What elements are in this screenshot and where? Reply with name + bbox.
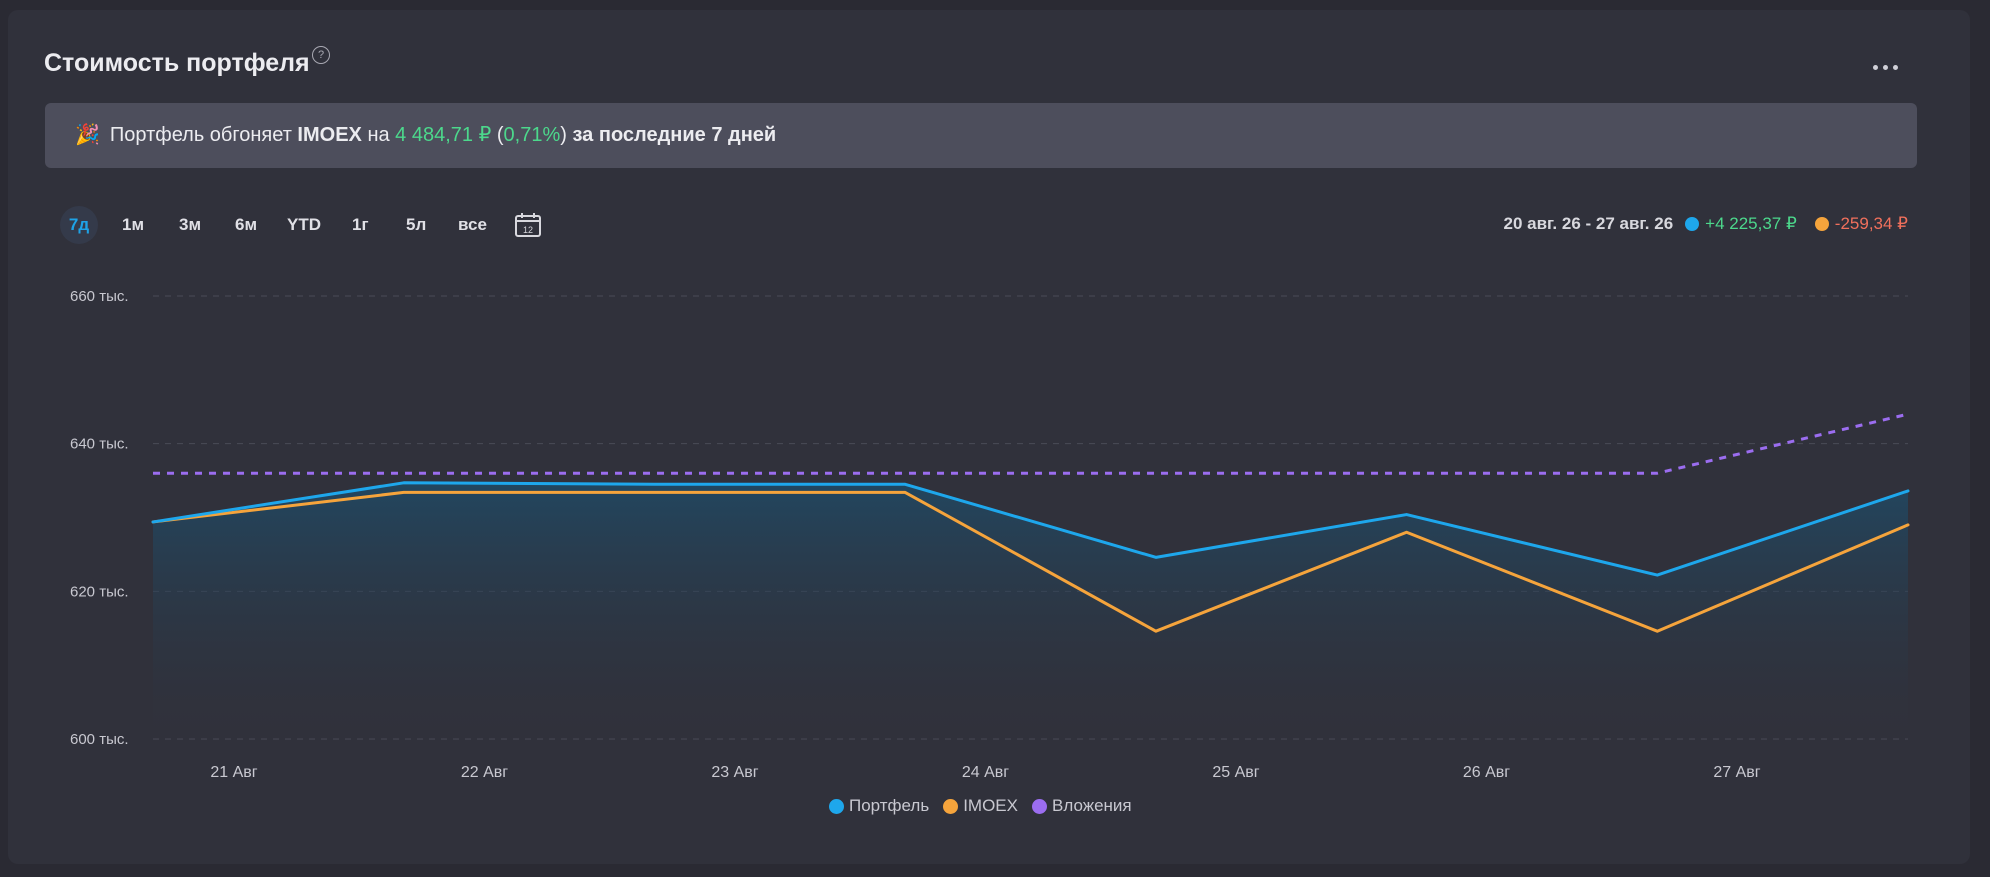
- legend-label: Портфель: [849, 796, 930, 815]
- dot-icon: [1892, 64, 1898, 70]
- period-ytd-button[interactable]: YTD: [287, 215, 321, 234]
- legend-dot: [1032, 798, 1047, 814]
- portfolio-dot: [1685, 217, 1700, 231]
- help-icon[interactable]: ?: [312, 46, 330, 64]
- period-1y-button[interactable]: 1г: [352, 215, 369, 234]
- x-tick-label: 24 Авг: [962, 764, 1009, 781]
- dot-icon: [1872, 64, 1878, 70]
- period-3m-button[interactable]: 3м: [179, 215, 202, 234]
- imoex-dot: [1814, 217, 1829, 231]
- y-axis: 600 тыс. 620 тыс. 640 тыс. 660 тыс.: [70, 288, 129, 748]
- period-5y-button[interactable]: 5л: [406, 215, 427, 234]
- y-tick-label: 620 тыс.: [70, 583, 129, 600]
- date-range: 20 авг. 26 - 27 авг. 26: [1503, 214, 1674, 233]
- x-axis: 21 Авг 22 Авг 23 Авг 24 Авг 25 Авг 26 Авг 27 А…: [210, 764, 1760, 781]
- period-7d-button[interactable]: 7д: [60, 206, 98, 244]
- x-tick-label: 23 Авг: [711, 764, 758, 781]
- legend-item-imoex[interactable]: IMOEX: [943, 796, 1018, 816]
- banner-period-text: за последние 7 дней: [572, 124, 777, 146]
- comparison-banner: 🎉 Портфель обгоняет IMOEX на 4 484,71 ₽ (…: [45, 103, 1917, 168]
- y-tick-label: 660 тыс.: [70, 288, 129, 305]
- legend-item-investments[interactable]: Вложения: [1032, 796, 1132, 816]
- investments-line: [153, 412, 1909, 475]
- legend-label: IMOEX: [963, 796, 1018, 815]
- imoex-line: [151, 490, 1910, 633]
- imoex-change: -259,34 ₽: [1834, 214, 1908, 233]
- page-title: Стоимость портфеля: [44, 49, 310, 77]
- x-tick-label: 27 Авг: [1713, 764, 1760, 781]
- x-tick-label: 26 Авг: [1463, 764, 1510, 781]
- series-layer: [151, 412, 1910, 739]
- y-tick-label: 600 тыс.: [70, 731, 129, 748]
- more-options-button[interactable]: [1868, 60, 1902, 74]
- x-tick-label: 21 Авг: [210, 764, 257, 781]
- banner-index-name: IMOEX: [297, 124, 362, 146]
- calendar-icon[interactable]: 12: [514, 212, 542, 238]
- chart-summary: 20 авг. 26 - 27 авг. 26 +4 225,37 ₽ -259…: [1504, 212, 1909, 236]
- portfolio-change: +4 225,37 ₽: [1705, 214, 1797, 233]
- x-tick-label: 25 Авг: [1212, 764, 1259, 781]
- party-popper-icon: 🎉: [75, 124, 100, 146]
- banner-paren-close: ): [560, 124, 567, 146]
- banner-text: Портфель обгоняет: [109, 124, 292, 146]
- svg-text:12: 12: [523, 225, 533, 235]
- period-6m-button[interactable]: 6м: [235, 215, 258, 234]
- period-all-button[interactable]: все: [458, 215, 487, 234]
- banner-amount: 4 484,71 ₽: [395, 124, 492, 146]
- legend-item-portfolio[interactable]: Портфель: [829, 796, 929, 816]
- banner-percent: 0,71%: [503, 124, 561, 146]
- legend-label: Вложения: [1052, 796, 1132, 815]
- period-1m-button[interactable]: 1м: [122, 215, 145, 234]
- legend-dot: [829, 798, 844, 814]
- dot-icon: [1882, 64, 1888, 70]
- portfolio-line: [151, 481, 1910, 577]
- chart-legend: Портфель IMOEX Вложения: [829, 795, 1146, 817]
- x-tick-label: 22 Авг: [461, 764, 508, 781]
- y-tick-label: 640 тыс.: [70, 436, 129, 453]
- banner-text-on: на: [367, 124, 390, 146]
- banner-paren-open: (: [496, 124, 504, 146]
- portfolio-area: [153, 482, 1908, 739]
- legend-dot: [943, 798, 959, 814]
